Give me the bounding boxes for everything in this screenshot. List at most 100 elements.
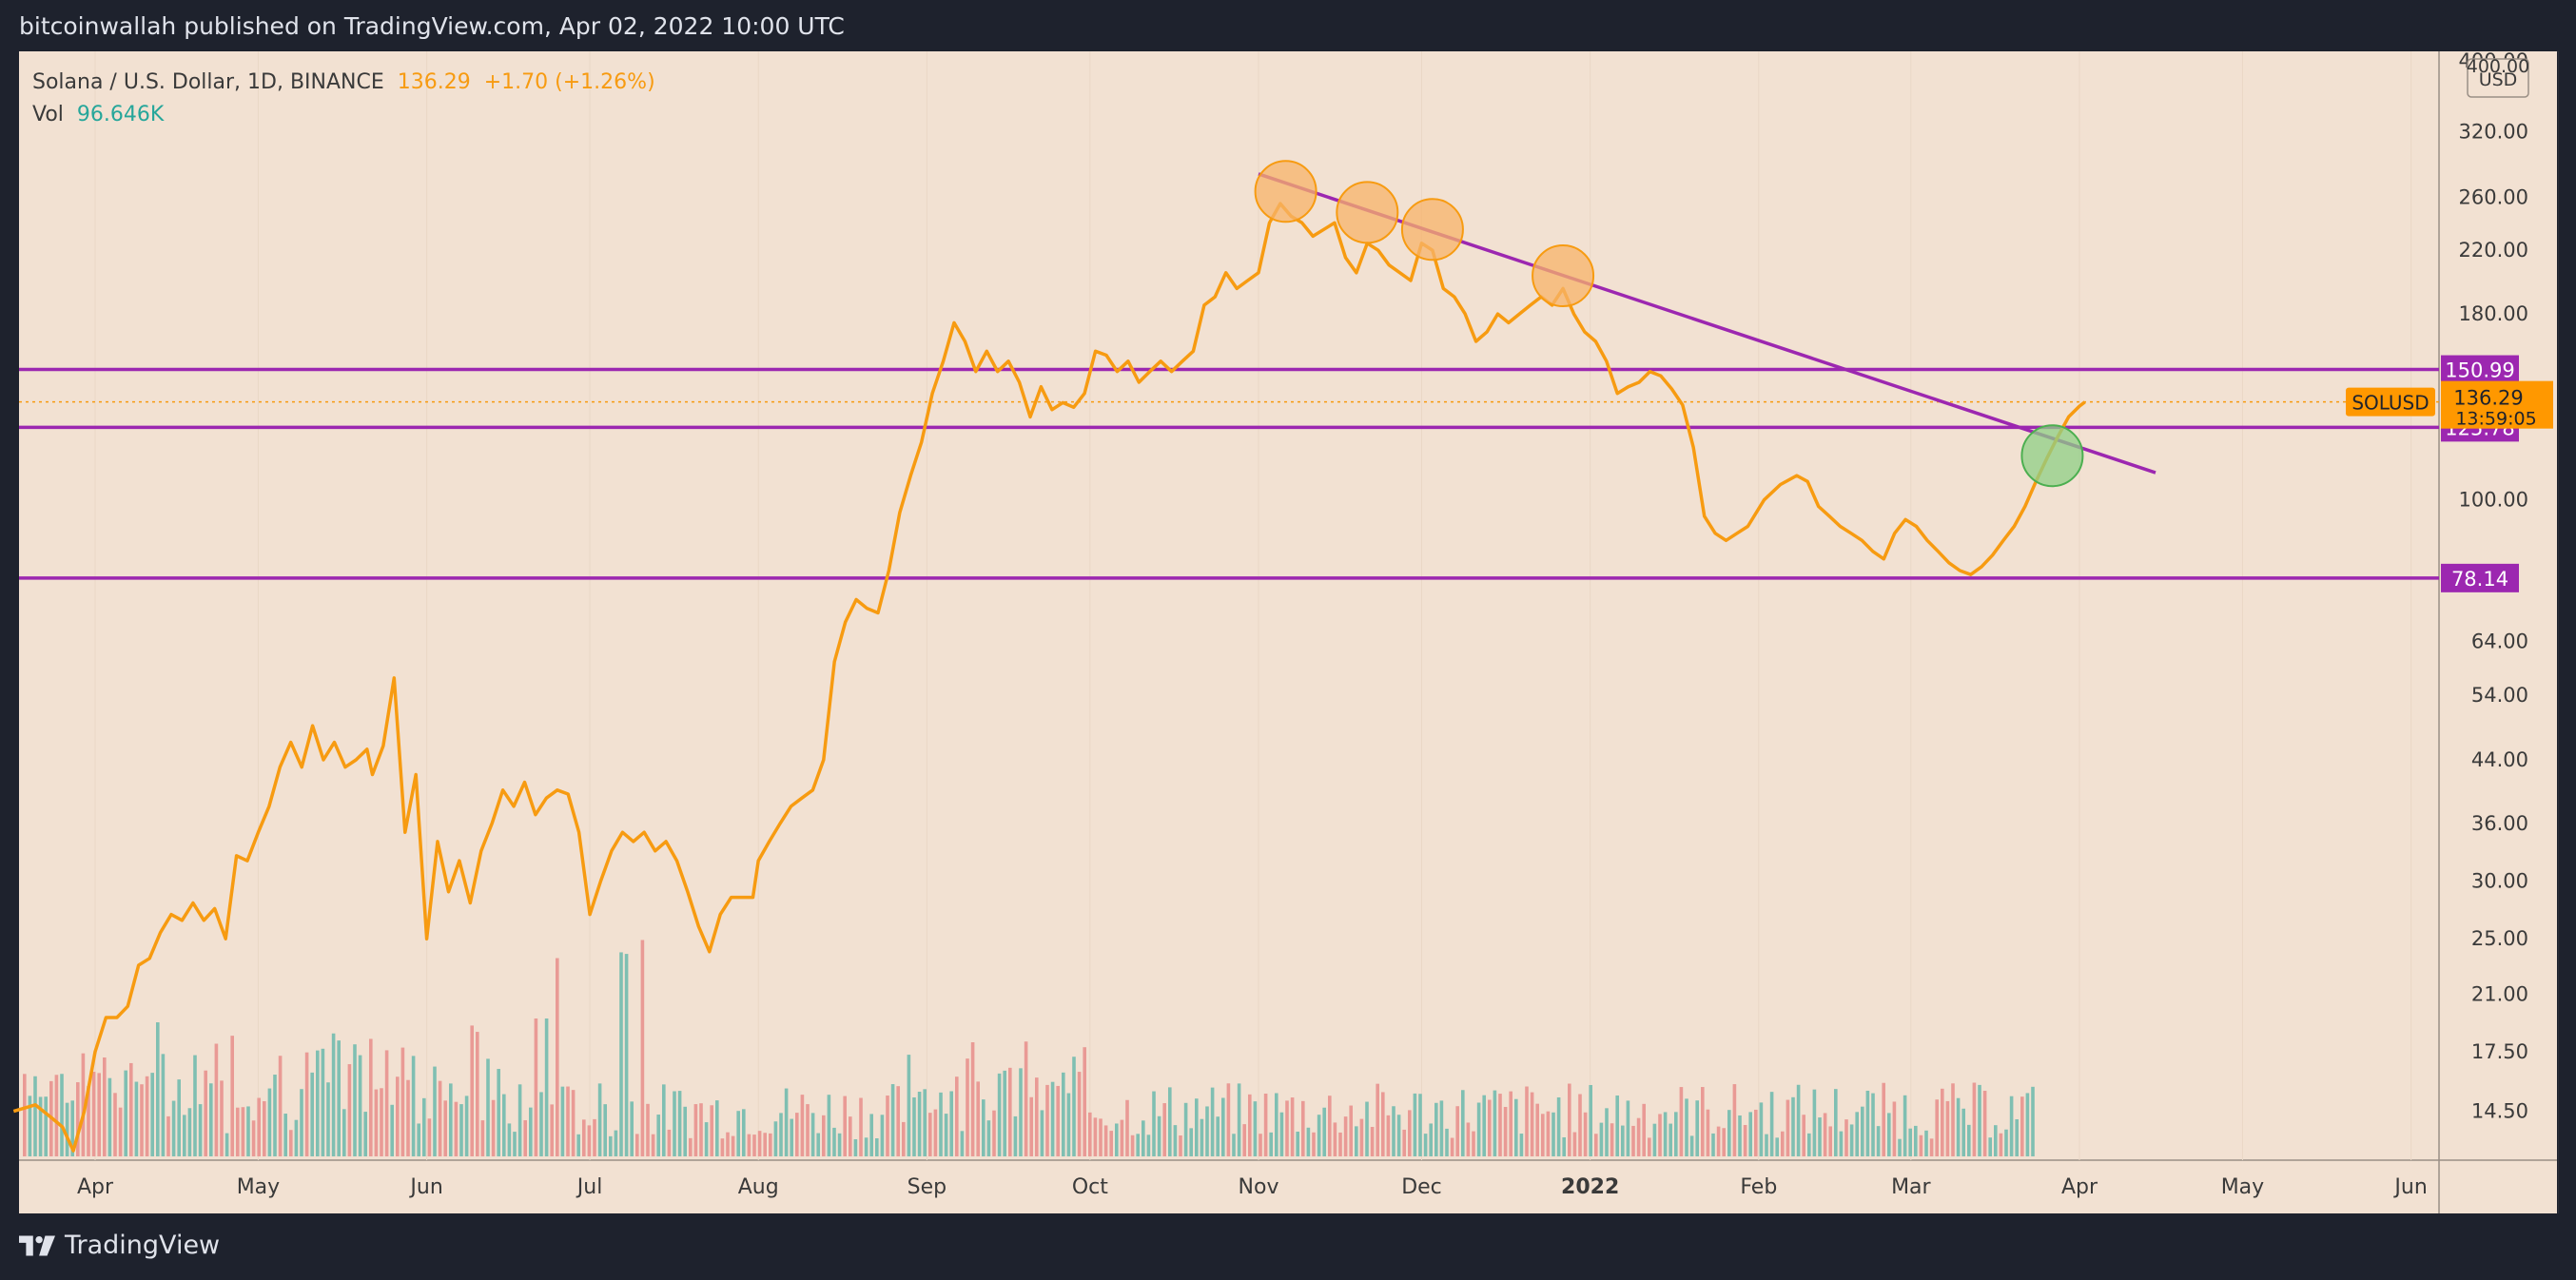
volume-bar: [1312, 1132, 1316, 1156]
volume-bar: [1242, 1124, 1246, 1156]
volume-bar: [1583, 1112, 1588, 1156]
volume-bar: [1317, 1115, 1321, 1156]
volume-bar: [1205, 1106, 1209, 1156]
volume-bar: [1259, 1134, 1262, 1156]
volume-bar: [550, 1104, 554, 1156]
volume-bar: [390, 1104, 394, 1156]
volume-bar: [890, 1084, 895, 1156]
volume-bar: [38, 1096, 43, 1156]
volume-bar: [662, 1084, 666, 1156]
volume-bar: [331, 1033, 336, 1156]
volume-bar: [1546, 1111, 1551, 1156]
volume-bar: [1541, 1114, 1545, 1156]
volume-bar: [539, 1092, 543, 1156]
legend-change: +1.70 (+1.26%): [483, 70, 655, 94]
currency-unit-top: 400.00: [2467, 56, 2529, 77]
volume-bar: [1077, 1072, 1082, 1156]
volume-bar: [1722, 1128, 1726, 1156]
volume-bar: [1445, 1128, 1449, 1156]
chart-legend: Solana / U.S. Dollar, 1D, BINANCE 136.29…: [32, 67, 655, 131]
volume-bar: [1003, 1070, 1006, 1156]
volume-bar: [742, 1109, 746, 1156]
volume-bar: [1130, 1135, 1135, 1156]
y-tick-label: 14.50: [2471, 1100, 2528, 1123]
volume-bar: [752, 1135, 756, 1156]
volume-bar: [849, 1116, 852, 1156]
volume-bar: [1652, 1123, 1657, 1156]
volume-bar: [651, 1134, 655, 1156]
volume-bar: [1648, 1137, 1651, 1156]
volume-bar: [1525, 1086, 1529, 1156]
volume-bar: [411, 1056, 416, 1156]
x-tick-label: Dec: [1401, 1175, 1442, 1199]
volume-bar: [2009, 1096, 2014, 1156]
tradingview-logo[interactable]: TradingView: [19, 1231, 220, 1260]
legend-price: 136.29: [397, 70, 471, 94]
volume-bar: [464, 1096, 469, 1156]
volume-bar: [257, 1097, 261, 1156]
volume-bar: [853, 1138, 858, 1156]
volume-bar: [1855, 1112, 1859, 1156]
volume-bar: [939, 1092, 943, 1156]
volume-bar: [1418, 1094, 1422, 1156]
volume-bar: [433, 1066, 437, 1156]
volume-bar: [507, 1123, 512, 1156]
volume-bar: [587, 1125, 592, 1156]
volume-bar: [859, 1097, 863, 1156]
volume-bar: [1769, 1092, 1774, 1156]
volume-bar: [769, 1133, 772, 1156]
volume-bar: [1455, 1106, 1459, 1156]
volume-bar: [321, 1048, 325, 1156]
volume-bar: [955, 1076, 959, 1156]
volume-bar: [2015, 1118, 2019, 1156]
volume-bar: [1865, 1090, 1870, 1156]
volume-bar: [1706, 1109, 1710, 1156]
volume-bar: [443, 1100, 447, 1156]
volume-bar: [1279, 1112, 1284, 1156]
volume-bar: [1498, 1094, 1502, 1156]
volume-bar: [1093, 1117, 1098, 1156]
volume-bar: [1013, 1115, 1018, 1156]
volume-bar: [1818, 1117, 1822, 1156]
volume-bar: [342, 1109, 346, 1156]
volume-bar: [1754, 1109, 1758, 1156]
volume-bar: [699, 1103, 703, 1156]
volume-bar: [992, 1110, 996, 1156]
x-tick-label: May: [2221, 1175, 2264, 1199]
volume-bar: [1103, 1125, 1108, 1156]
volume-bar: [1216, 1116, 1220, 1156]
volume-bar: [593, 1118, 596, 1156]
volume-bar: [1413, 1093, 1417, 1156]
y-tick-label: 30.00: [2471, 870, 2528, 893]
volume-bar: [1050, 1081, 1055, 1156]
volume-bar: [470, 1025, 474, 1156]
legend-symbol: Solana / U.S. Dollar, 1D, BINANCE: [32, 70, 384, 94]
level-price-label: 150.99: [2445, 359, 2514, 382]
volume-bar: [1343, 1116, 1348, 1156]
volume-bar: [827, 1095, 831, 1156]
volume-bar: [1716, 1126, 1721, 1156]
volume-bar: [630, 1101, 634, 1156]
volume-bar: [1727, 1110, 1731, 1156]
volume-bar: [747, 1134, 751, 1156]
volume-bar: [161, 1054, 166, 1156]
volume-bar: [1594, 1134, 1598, 1156]
level-price-label-bg: [2441, 355, 2519, 384]
volume-bar: [1461, 1090, 1465, 1156]
volume-bar: [1396, 1115, 1401, 1156]
volume-bar: [1562, 1136, 1566, 1156]
volume-bar: [1908, 1128, 1912, 1156]
volume-bar: [1355, 1126, 1358, 1156]
volume-bar: [1466, 1122, 1471, 1156]
volume-bar: [1333, 1122, 1337, 1156]
volume-bar: [2004, 1129, 2008, 1156]
volume-bar: [544, 1018, 549, 1156]
volume-bar: [1743, 1125, 1747, 1156]
volume-bar: [1589, 1084, 1592, 1156]
x-tick-label: Jul: [576, 1175, 603, 1199]
volume-bar: [1301, 1100, 1305, 1156]
volume-bar: [2025, 1093, 2030, 1156]
volume-bar: [1349, 1105, 1353, 1156]
x-tick-label: Feb: [1740, 1175, 1777, 1199]
